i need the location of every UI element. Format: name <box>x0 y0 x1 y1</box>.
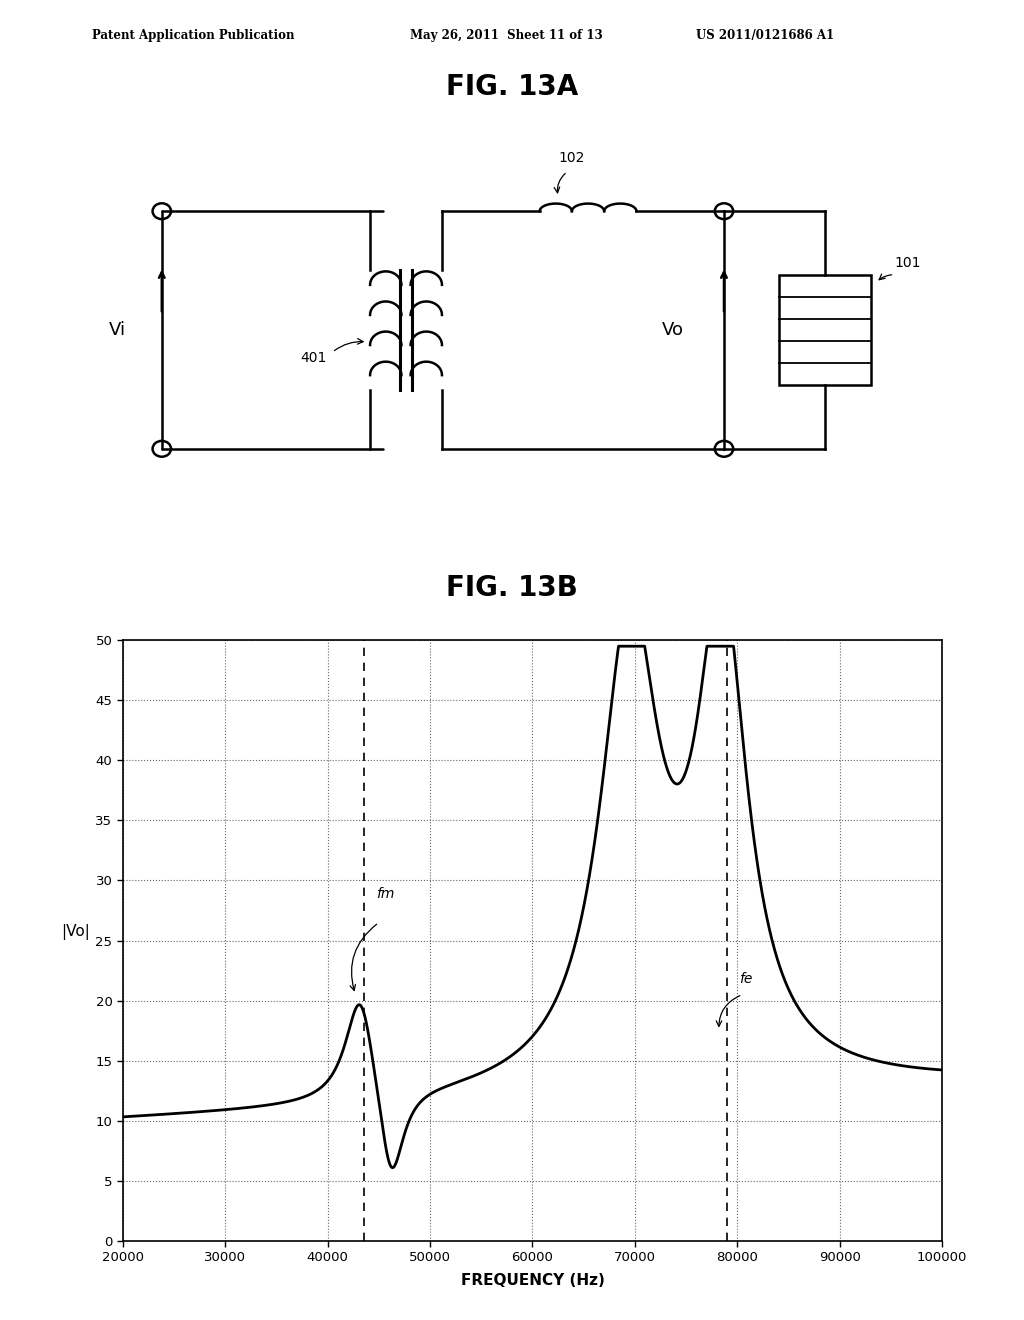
X-axis label: FREQUENCY (Hz): FREQUENCY (Hz) <box>461 1272 604 1287</box>
Text: 401: 401 <box>301 351 327 364</box>
Text: Vi: Vi <box>109 321 126 339</box>
Bar <box>779 275 871 385</box>
Y-axis label: |Vo|: |Vo| <box>61 924 90 940</box>
Text: 102: 102 <box>559 150 585 165</box>
Text: fm: fm <box>376 887 394 902</box>
Text: fe: fe <box>739 972 753 986</box>
Text: FIG. 13A: FIG. 13A <box>445 73 579 100</box>
Text: May 26, 2011  Sheet 11 of 13: May 26, 2011 Sheet 11 of 13 <box>410 29 602 42</box>
Text: Patent Application Publication: Patent Application Publication <box>92 29 295 42</box>
Text: US 2011/0121686 A1: US 2011/0121686 A1 <box>696 29 835 42</box>
Text: FIG. 13B: FIG. 13B <box>446 574 578 602</box>
Text: Vo: Vo <box>663 321 684 339</box>
Text: 101: 101 <box>895 256 921 269</box>
